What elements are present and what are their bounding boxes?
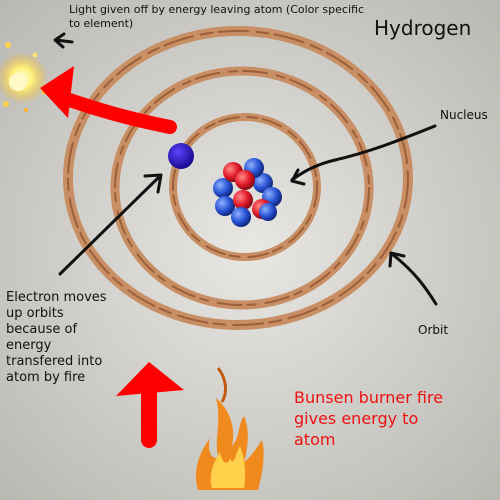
light-label: Light given off by energy leaving atom (… (69, 3, 364, 30)
nucleus-pointer-head (290, 168, 306, 186)
proton (235, 170, 255, 190)
electron-pointer-head (143, 173, 163, 194)
energy-arrow (116, 362, 184, 448)
nucleus-label: Nucleus (440, 108, 488, 122)
nucleus (213, 158, 282, 227)
inner-orbit-edge (172, 116, 318, 258)
light-spark (32, 52, 38, 58)
light-spark (24, 108, 28, 112)
flame-inner (210, 446, 246, 488)
flame-tip (216, 367, 227, 403)
nucleus-pointer-line (290, 124, 437, 182)
light-core (9, 73, 27, 91)
neutron (215, 196, 235, 216)
orbit-pointer-line (390, 252, 438, 306)
orbit-label: Orbit (418, 323, 449, 337)
emission-arrow-head (40, 66, 74, 118)
energy-arrow-head (116, 362, 184, 396)
light-spark (3, 101, 9, 107)
neutron (213, 178, 233, 198)
diagram-title: Hydrogen (374, 16, 472, 40)
neutron (231, 207, 251, 227)
neutron (259, 203, 277, 221)
outer-orbit-edge (67, 30, 409, 326)
electron-pointer-line (58, 176, 160, 276)
light-pointer-head (53, 32, 66, 49)
emission-arrow (40, 66, 177, 134)
orbit-rings (63, 26, 413, 330)
electron-label: Electron moves up orbits because of ener… (6, 290, 107, 385)
middle-orbit-edge (114, 70, 370, 306)
light-burst (0, 42, 48, 112)
pointer-arrows (53, 32, 438, 306)
fire-label: Bunsen burner fire gives energy to atom (294, 388, 444, 449)
proton (233, 190, 253, 210)
flame (195, 367, 264, 490)
light-pointer-line (54, 38, 74, 44)
electron (168, 143, 194, 169)
light-spark (5, 42, 11, 48)
orbit-pointer-head (388, 251, 406, 268)
